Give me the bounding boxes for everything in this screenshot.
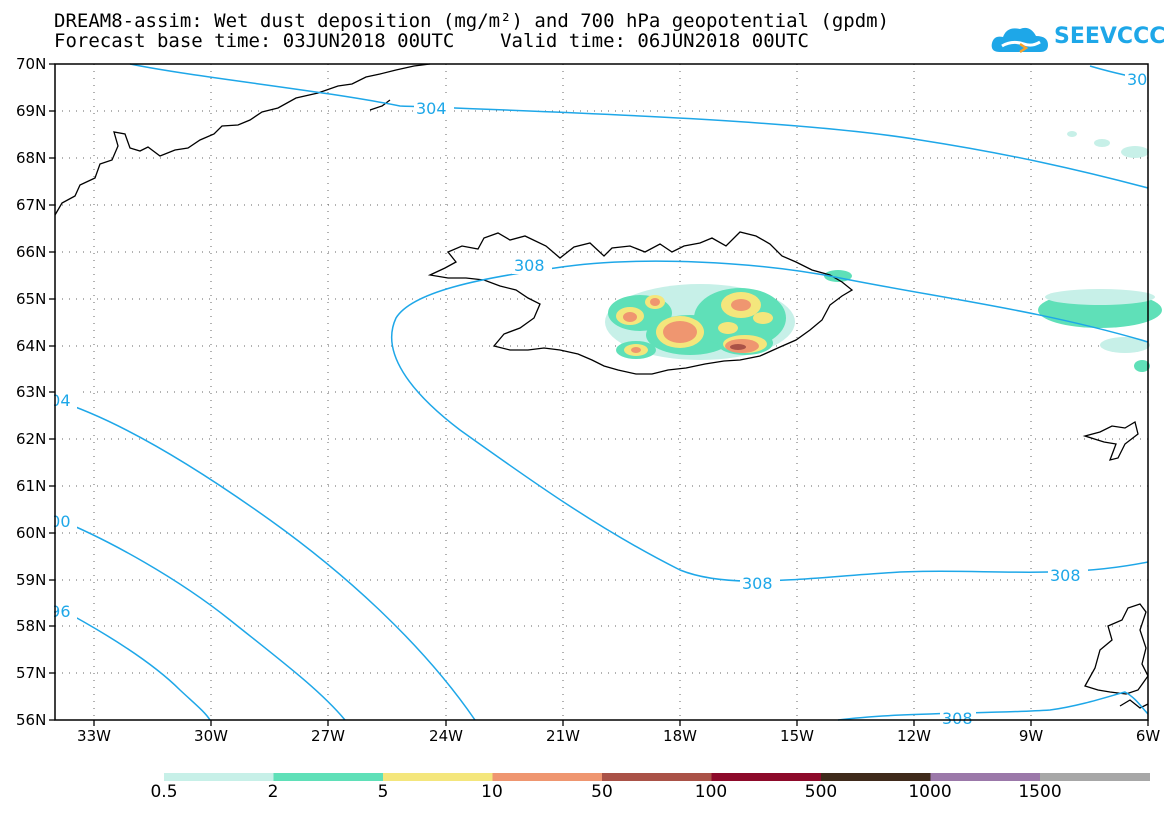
isoline-label: 308 xyxy=(514,256,545,275)
lon-label: 12W xyxy=(897,727,931,745)
logo-text: SEEVCCC xyxy=(1054,24,1166,49)
colorbar-swatch xyxy=(273,773,384,781)
lat-label: 58N xyxy=(16,617,47,635)
isoline-label: 304 xyxy=(416,99,447,118)
lat-label: 60N xyxy=(16,524,47,542)
colorbar-swatch xyxy=(1040,773,1150,781)
lon-label: 9W xyxy=(1018,727,1044,745)
colorbar-swatch xyxy=(711,773,822,781)
lat-label: 61N xyxy=(16,477,47,495)
graticule xyxy=(55,64,1148,720)
colorbar-swatch xyxy=(821,773,931,781)
colorbar-swatch xyxy=(164,773,274,781)
colorbar-swatch xyxy=(602,773,712,781)
lat-label: 64N xyxy=(16,337,47,355)
lat-label: 66N xyxy=(16,243,47,261)
colorbar-swatch xyxy=(492,773,603,781)
lon-label: 21W xyxy=(546,727,580,745)
colorbar-label: 0.5 xyxy=(150,782,178,802)
lat-label: 68N xyxy=(16,149,47,167)
dust-deposition-field xyxy=(605,131,1162,372)
lon-label: 30W xyxy=(194,727,228,745)
contour-labels: 304 308 308 308 308 304 300 296 30 xyxy=(40,70,1148,728)
cloud-icon xyxy=(991,27,1048,54)
colorbar-label: 50 xyxy=(591,782,613,802)
colorbar-label: 2 xyxy=(267,782,279,802)
map-title: DREAM8-assim: Wet dust deposition (mg/m²… xyxy=(54,10,890,32)
colorbar-label: 5 xyxy=(377,782,389,802)
colorbar-label: 100 xyxy=(694,782,728,802)
lat-label: 67N xyxy=(16,196,47,214)
map-subtitle: Forecast base time: 03JUN2018 00UTC Vali… xyxy=(54,30,809,52)
colorbar-label: 1500 xyxy=(1018,782,1062,802)
colorbar-swatch xyxy=(930,773,1041,781)
lat-label: 70N xyxy=(16,55,47,73)
colorbar-swatch xyxy=(383,773,493,781)
lat-label: 69N xyxy=(16,102,47,120)
isoline-label: 308 xyxy=(942,709,973,728)
colorbar-label: 10 xyxy=(481,782,503,802)
lat-label: 57N xyxy=(16,664,47,682)
isoline-label: 308 xyxy=(742,574,773,593)
lon-label: 24W xyxy=(429,727,463,745)
isoline-label: 308 xyxy=(1050,566,1081,585)
lat-label: 65N xyxy=(16,290,47,308)
lon-label: 18W xyxy=(663,727,697,745)
lat-label: 56N xyxy=(16,711,47,729)
colorbar-label: 500 xyxy=(804,782,838,802)
colorbar xyxy=(164,773,1150,781)
lon-label: 15W xyxy=(780,727,814,745)
lon-label: 27W xyxy=(311,727,345,745)
colorbar-label: 1000 xyxy=(908,782,952,802)
lon-label: 33W xyxy=(77,727,111,745)
coastline xyxy=(54,63,1149,709)
isoline-label: 30 xyxy=(1127,70,1147,89)
geopotential-contours xyxy=(54,63,1149,721)
lon-label: 6W xyxy=(1135,727,1161,745)
lat-label: 62N xyxy=(16,430,47,448)
lat-label: 63N xyxy=(16,383,47,401)
lat-label: 59N xyxy=(16,571,47,589)
